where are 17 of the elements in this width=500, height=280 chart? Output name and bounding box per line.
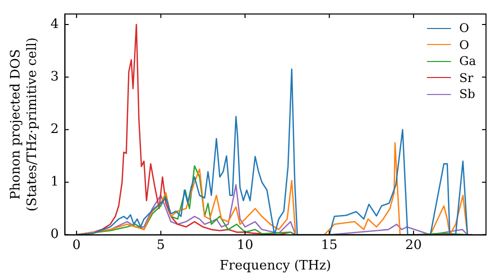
y-tick-label: 1 <box>50 174 59 190</box>
legend-label: Sr <box>459 70 474 86</box>
x-tick-label: 15 <box>321 238 338 253</box>
legend-label: O <box>459 20 470 36</box>
y-tick-label: 3 <box>50 69 59 84</box>
y-tick-label: 2 <box>50 122 59 138</box>
x-tick-label: 5 <box>156 238 165 253</box>
y-tick-label: 0 <box>50 227 59 242</box>
y-axis-title: Phonon projected DOS (States/THz·primitive cell) <box>8 37 40 212</box>
x-tick-label: 0 <box>72 238 81 253</box>
legend-label: Ga <box>459 53 476 70</box>
legend-label: O <box>459 36 470 53</box>
x-tick-label: 20 <box>405 238 422 253</box>
y-tick-label: 4 <box>50 16 59 32</box>
legend-label: Sb <box>459 86 476 102</box>
x-axis-title: Frequency (THz) <box>220 258 332 274</box>
x-tick-label: 10 <box>236 238 254 253</box>
